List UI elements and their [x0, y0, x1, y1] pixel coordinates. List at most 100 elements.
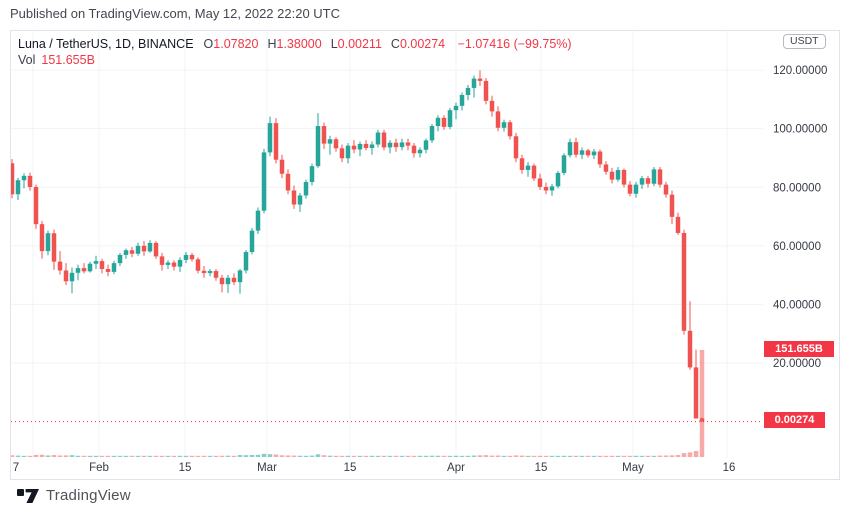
candle [321, 126, 327, 144]
price-axis-label: 120.00000 [773, 65, 827, 77]
candle [21, 175, 27, 181]
candle [249, 230, 255, 252]
candle [675, 216, 681, 233]
volume-bar [393, 455, 399, 457]
volume-bar [69, 455, 75, 457]
volume-bar [483, 455, 489, 457]
price-axis-label: 60.00000 [773, 241, 821, 253]
volume-bar [585, 455, 591, 457]
volume-bar [405, 455, 411, 457]
candle [213, 271, 219, 278]
candle [633, 184, 639, 194]
volume-bar [321, 455, 327, 457]
candle [123, 250, 129, 255]
volume-bar [387, 455, 393, 457]
volume-bar [147, 455, 153, 457]
volume-bar [87, 455, 93, 457]
time-axis[interactable]: 7 Feb 15 Mar 15 Apr 15 May 16 [13, 462, 736, 474]
candle [225, 277, 231, 285]
candle [591, 151, 597, 156]
time-axis-label: 15 [179, 462, 192, 474]
candlestick-chart[interactable]: 120.00000 100.00000 80.00000 60.00000 40.000… [11, 31, 839, 479]
time-axis-label: 15 [344, 462, 357, 474]
time-axis-label: 7 [13, 462, 19, 474]
candle [165, 262, 171, 265]
time-axis-label: 16 [723, 462, 736, 474]
change-value: −1.07416 (−99.75%) [457, 37, 572, 51]
volume-bar [291, 455, 297, 457]
symbol-title[interactable]: Luna / TetherUS, 1D, BINANCE [18, 37, 194, 51]
volume-bar [507, 455, 513, 457]
candle [51, 233, 57, 262]
volume-bar [159, 455, 165, 457]
candle [345, 145, 351, 159]
volume-bar [567, 455, 573, 457]
volume-bar [219, 455, 225, 457]
candle [129, 250, 135, 254]
volume-bar [111, 455, 117, 457]
volume-bar [459, 455, 465, 457]
candle [603, 164, 609, 172]
candle [105, 268, 111, 272]
ohlc-pair: O1.07820 [203, 37, 259, 51]
candles [11, 70, 705, 422]
currency-toggle-usdt[interactable]: USDT [783, 34, 826, 49]
candle [327, 139, 333, 144]
volume-bar [81, 455, 87, 457]
candle [663, 184, 669, 195]
volume-bar [657, 455, 663, 457]
volume-bar [231, 455, 237, 457]
volume-bar [363, 455, 369, 457]
time-axis-label: Feb [89, 462, 109, 474]
volume-bar [249, 454, 255, 457]
candle [621, 169, 627, 185]
volume-bar [207, 455, 213, 457]
candle [201, 270, 207, 274]
published-caption: Published on TradingView.com, May 12, 20… [10, 6, 341, 21]
candle [147, 242, 153, 252]
volume-bar [645, 455, 651, 457]
volume-bar [375, 455, 381, 457]
candle [207, 271, 213, 274]
candle [273, 123, 279, 160]
volume-bar [309, 455, 315, 457]
candle [363, 143, 369, 149]
candle [219, 277, 225, 285]
candle [15, 180, 21, 195]
candle [297, 195, 303, 205]
candle [351, 145, 357, 150]
volume-axis-badge: 151.655B [764, 341, 834, 357]
volume-bar [681, 453, 687, 457]
volume-bar [99, 455, 105, 457]
candle [651, 169, 657, 184]
price-axis[interactable]: 120.00000 100.00000 80.00000 60.00000 40.000… [773, 65, 827, 370]
volume-bar [423, 455, 429, 457]
candle [81, 268, 87, 272]
candle [99, 261, 105, 269]
volume-bar [693, 451, 699, 457]
candle [291, 190, 297, 205]
ohlc-pair: C0.00274 [390, 37, 446, 51]
volume-bar [267, 454, 273, 457]
volume-bar [591, 455, 597, 457]
candle [615, 169, 621, 180]
volume-bar [519, 455, 525, 457]
candle [57, 261, 63, 271]
volume-bar [525, 455, 531, 457]
candle [507, 122, 513, 137]
volume-bar [243, 455, 249, 457]
volume-bar [531, 455, 537, 457]
tradingview-logo[interactable]: TradingView [17, 487, 131, 504]
candle [645, 178, 651, 184]
volume-bar [417, 455, 423, 457]
volume-bar [639, 455, 645, 457]
volume-bar [333, 455, 339, 457]
volume-bar [345, 455, 351, 457]
candle [309, 166, 315, 182]
volume-bar [153, 455, 159, 457]
gridlines [11, 31, 763, 458]
volume-bar [339, 455, 345, 457]
volume-bar [303, 455, 309, 457]
candle [153, 242, 159, 257]
candle [531, 165, 537, 179]
